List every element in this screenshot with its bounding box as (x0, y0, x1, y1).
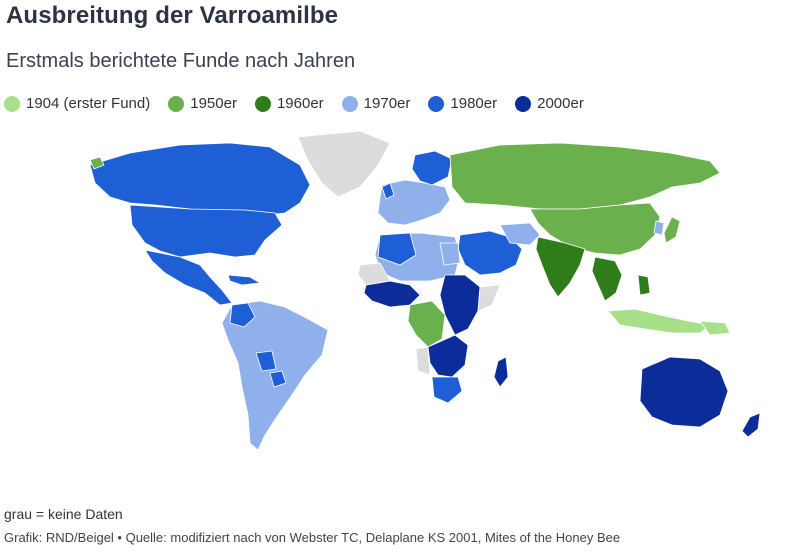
legend-label-1960s: 1960er (276, 95, 324, 112)
region-angola (415, 346, 431, 376)
legend-item-1960s: 1960er (254, 95, 324, 112)
region-mexico (144, 249, 233, 306)
region-greenland (297, 130, 391, 198)
region-colombia (229, 302, 256, 328)
legend-item-1904: 1904 (erster Fund) (4, 95, 150, 112)
region-papua (699, 320, 731, 336)
region-china (529, 202, 661, 256)
region-iran (499, 222, 541, 246)
region-usa (129, 204, 283, 258)
region-canada (89, 142, 311, 216)
legend-label-1970s: 1970er (363, 95, 411, 112)
region-europe (377, 179, 451, 226)
region-maghreb (377, 232, 417, 266)
region-india (535, 236, 586, 298)
legend-label-2000s: 2000er (537, 95, 584, 112)
region-caribbean (227, 274, 261, 286)
region-alaska-tip (89, 156, 105, 170)
region-paraguay (269, 370, 287, 388)
legend-label-1980s: 1980er (450, 95, 498, 112)
legend-swatch-1980s (428, 95, 445, 112)
region-east-africa (439, 274, 481, 336)
region-southeast-asia (591, 256, 623, 302)
region-japan (663, 216, 681, 244)
legend-swatch-1970s (341, 95, 358, 112)
source-credit: Grafik: RND/Beigel • Quelle: modifiziert… (4, 530, 621, 545)
region-bolivia (255, 350, 277, 372)
legend-label-1904: 1904 (erster Fund) (26, 95, 151, 112)
legend-item-1980s: 1980er (428, 95, 497, 112)
legend-label-1950s: 1950er (190, 95, 237, 112)
legend-item-1950s: 1950er (168, 95, 237, 112)
legend-swatch-2000s (515, 95, 532, 112)
legend-item-2000s: 2000er (515, 95, 584, 112)
region-egypt (439, 242, 461, 266)
region-australia (639, 356, 729, 428)
legend-item-1970s: 1970er (341, 95, 411, 112)
region-scandinavia (411, 150, 453, 186)
map-subtitle: Erstmals berichtete Funde nach Jahren (6, 50, 356, 72)
map-title: Ausbreitung der Varroamilbe (6, 2, 339, 29)
region-indonesia (607, 308, 711, 334)
legend-swatch-1960s (254, 95, 271, 112)
region-middle-east (457, 230, 523, 276)
region-sahel (357, 262, 391, 286)
region-philippines (637, 274, 651, 296)
world-map (89, 130, 761, 451)
region-southern-africa (427, 334, 469, 378)
region-uk (381, 182, 395, 200)
legend-swatch-1904 (4, 95, 20, 112)
region-west-africa (363, 280, 421, 308)
legend: 1904 (erster Fund) 1950er 1960er 1970er … (4, 95, 602, 112)
region-south-africa (431, 376, 463, 404)
region-central-africa (407, 300, 446, 348)
legend-swatch-1950s (168, 95, 185, 112)
region-new-zealand (741, 412, 761, 438)
region-russia (449, 142, 721, 210)
no-data-note: grau = keine Daten (4, 506, 123, 522)
region-horn (477, 284, 501, 312)
region-korea (653, 220, 665, 236)
region-madagascar (493, 356, 509, 388)
